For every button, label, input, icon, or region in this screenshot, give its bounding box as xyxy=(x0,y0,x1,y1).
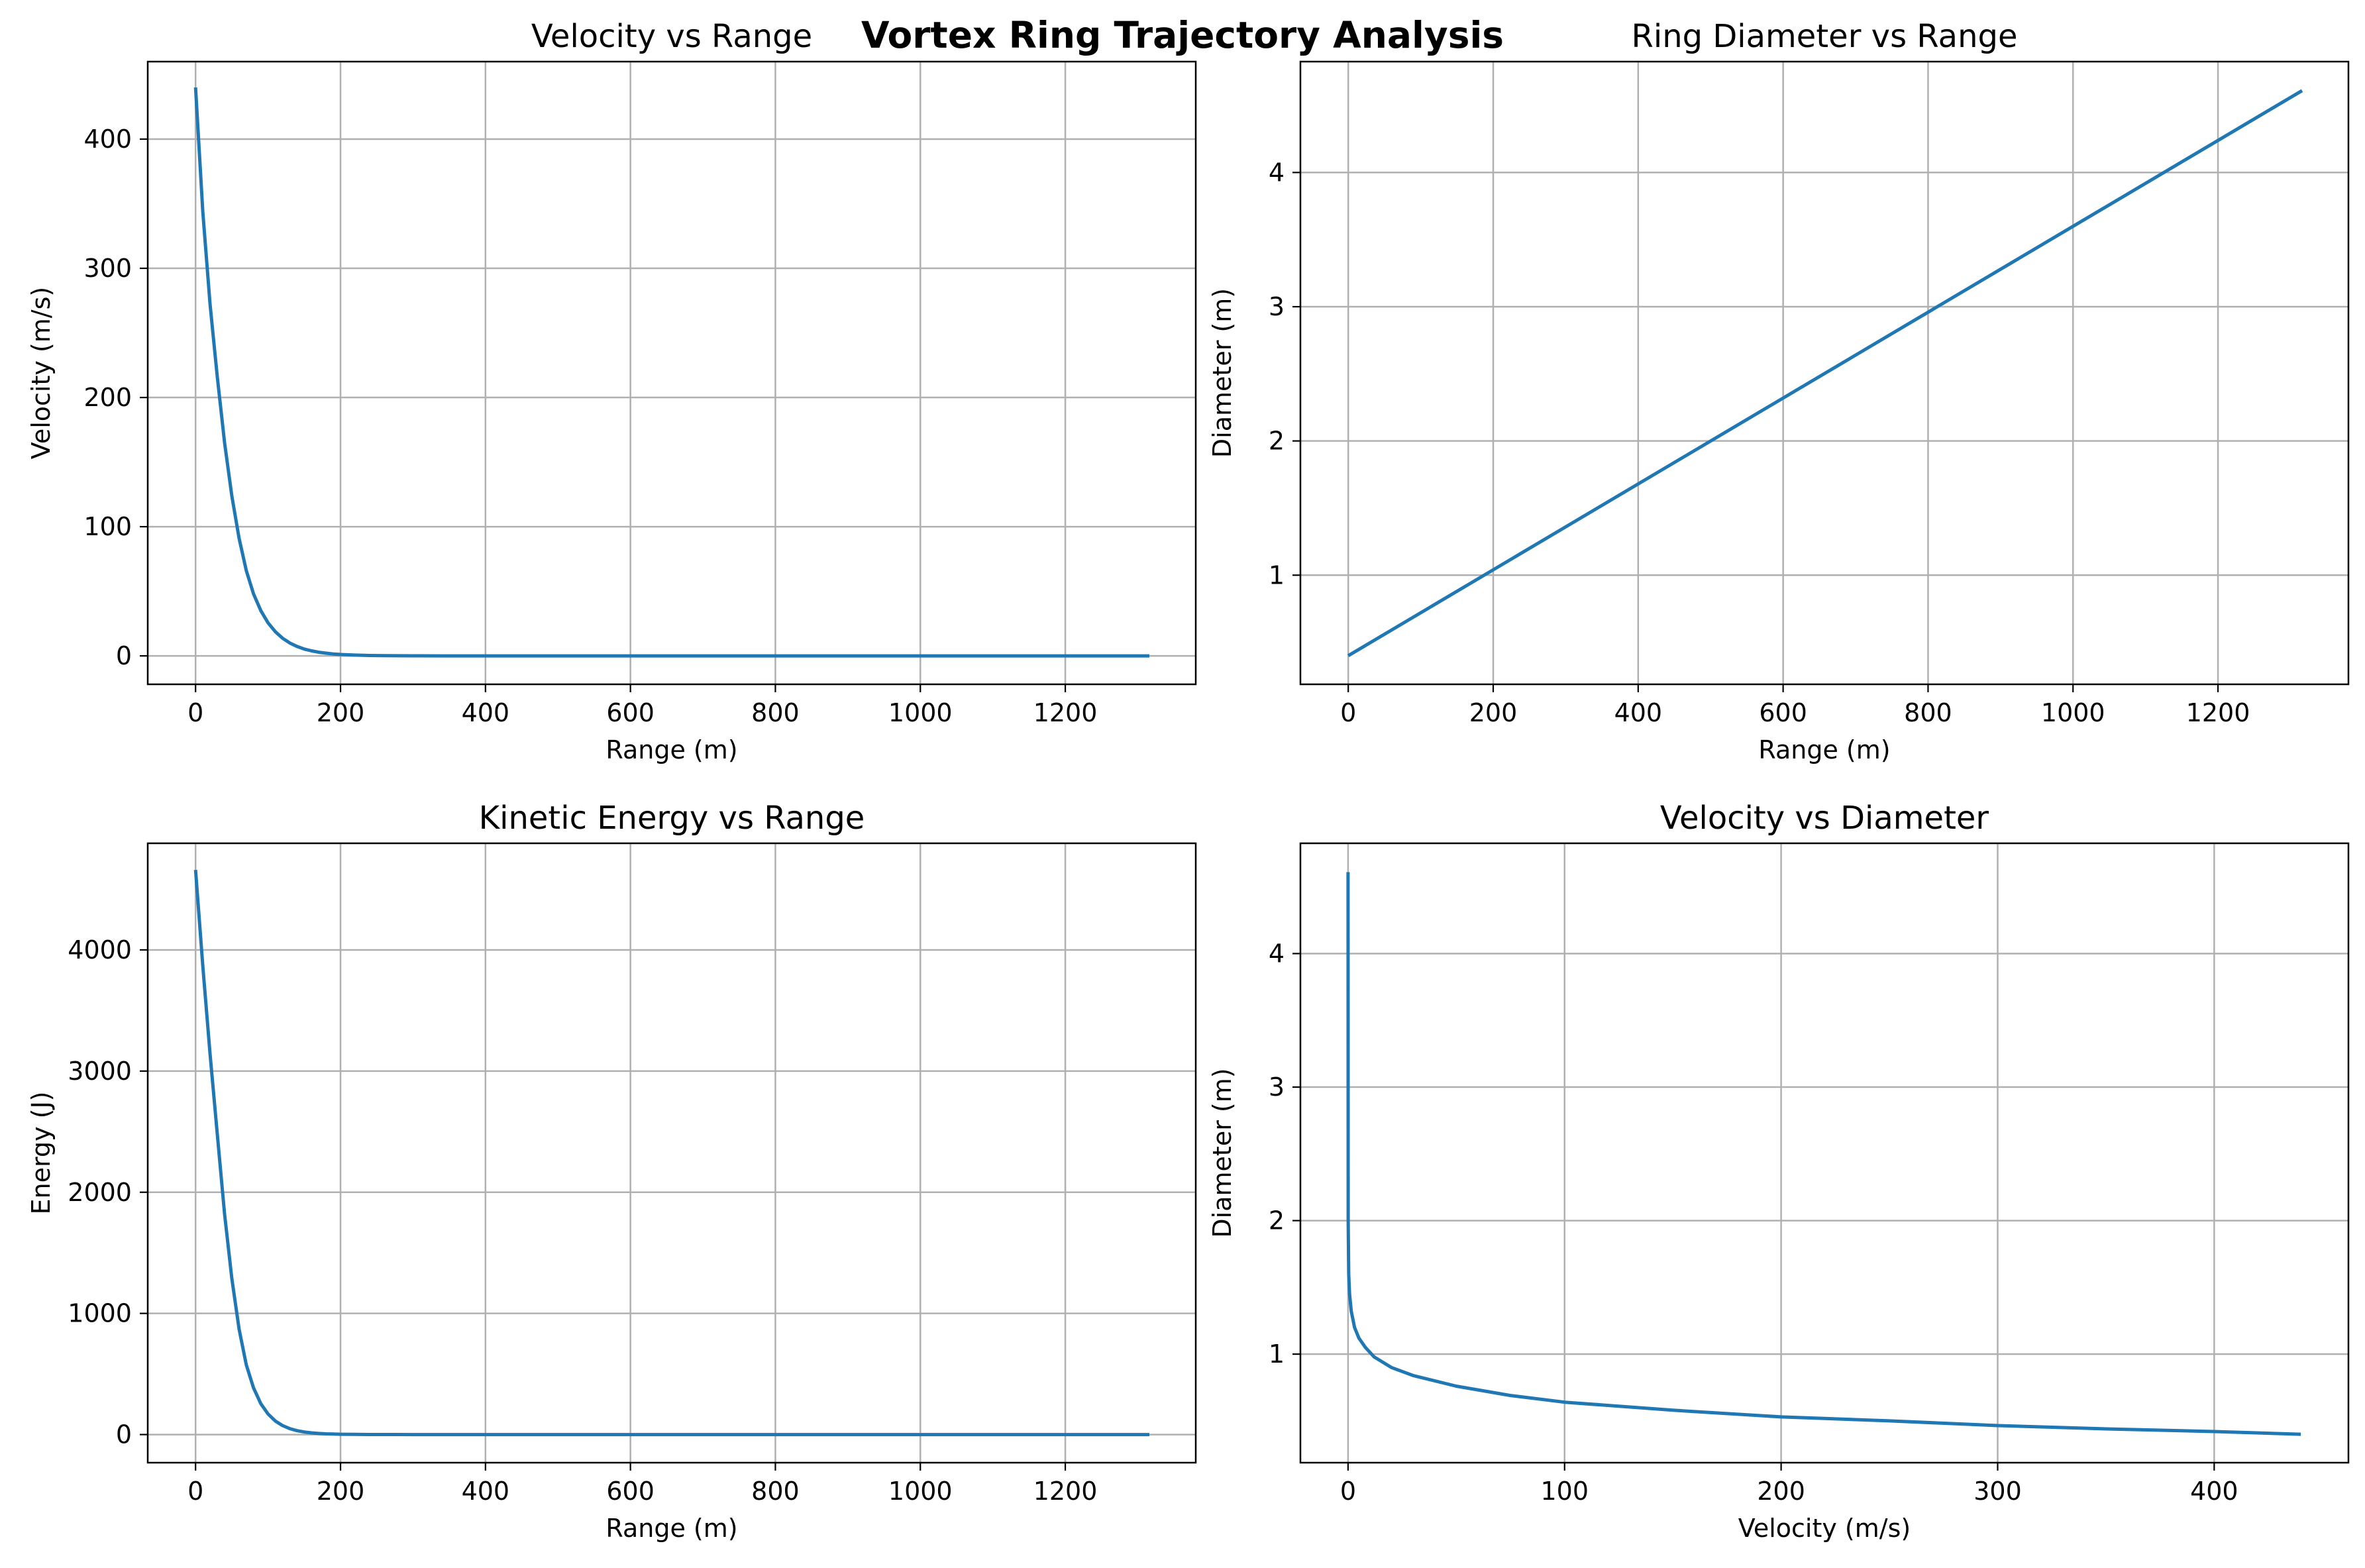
velocity-range-x-tick-label: 200 xyxy=(317,698,365,727)
energy-range-axes-frame xyxy=(146,842,1197,1464)
velocity-range-x-tick-label: 600 xyxy=(606,698,655,727)
energy-range-x-tick-label: 1000 xyxy=(888,1477,953,1506)
velocity-diameter-axes-frame xyxy=(1299,842,2350,1464)
velocity-range-title: Velocity vs Range xyxy=(531,18,812,55)
diameter-range-x-tick-label: 0 xyxy=(1340,698,1356,727)
diameter-range-x-tick-label: 1200 xyxy=(2186,698,2250,727)
velocity-range-series-line xyxy=(193,87,1149,658)
velocity-range-y-tick-label: 400 xyxy=(83,125,132,154)
energy-range-x-tick-label: 0 xyxy=(187,1477,203,1506)
energy-range-y-tick-label: 2000 xyxy=(68,1178,132,1207)
velocity-range-x-tick-label: 1000 xyxy=(888,698,953,727)
diameter-range-x-tick-label: 600 xyxy=(1759,698,1807,727)
velocity-range-chart: 0 200 400 600 800 1000 1200 0 100 200 300 400 Veloci… xyxy=(26,18,1197,764)
energy-range-x-tick-label: 600 xyxy=(606,1477,655,1506)
diameter-range-x-tick-label: 800 xyxy=(1904,698,1952,727)
velocity-diameter-y-tick-label: 4 xyxy=(1269,939,1285,968)
velocity-range-axes-frame xyxy=(146,60,1197,686)
diameter-range-x-tick-label: 200 xyxy=(1469,698,1518,727)
diameter-range-axes-frame xyxy=(1299,60,2350,686)
axes-layer: 0 200 400 600 800 1000 12000100200300400Veloci… xyxy=(26,18,2350,1543)
velocity-diameter-y-axis-label: Diameter (m) xyxy=(1208,1068,1237,1237)
velocity-range-x-tick-label: 400 xyxy=(462,698,510,727)
energy-range-x-tick-label: 1200 xyxy=(1033,1477,1098,1506)
energy-range-y-tick-label: 0 xyxy=(116,1420,132,1449)
velocity-range-y-tick-label: 0 xyxy=(116,641,132,670)
velocity-diameter-x-tick-label: 100 xyxy=(1541,1477,1589,1506)
velocity-range-x-tick-label: 1200 xyxy=(1033,698,1098,727)
energy-range-x-tick-label: 200 xyxy=(317,1477,365,1506)
energy-range-y-tick-label: 3000 xyxy=(68,1057,132,1086)
diameter-range-x-tick-label: 1000 xyxy=(2041,698,2105,727)
diameter-range-y-tick-label: 2 xyxy=(1269,427,1285,456)
energy-range-x-axis-label: Range (m) xyxy=(605,1514,737,1543)
diameter-range-y-axis-label: Diameter (m) xyxy=(1208,288,1237,458)
velocity-diameter-y-tick-label: 1 xyxy=(1269,1339,1285,1369)
energy-range-chart: 0 200 400 600 800 1000 1200 0 1000 2000 3000 4000 Ki… xyxy=(26,800,1197,1543)
diameter-range-y-tick-label: 4 xyxy=(1269,158,1285,187)
velocity-range-y-tick-label: 300 xyxy=(83,254,132,283)
velocity-range-x-tick-label: 0 xyxy=(187,698,203,727)
energy-range-y-tick-label: 4000 xyxy=(68,935,132,965)
velocity-diameter-x-tick-label: 0 xyxy=(1340,1477,1356,1506)
velocity-range-x-tick-label: 800 xyxy=(751,698,800,727)
velocity-diameter-y-tick-label: 2 xyxy=(1269,1206,1285,1235)
diameter-range-title: Ring Diameter vs Range xyxy=(1632,18,2018,55)
energy-range-y-tick-label: 1000 xyxy=(68,1299,132,1328)
diameter-range-x-tick-label: 400 xyxy=(1614,698,1663,727)
velocity-range-y-tick-label: 200 xyxy=(83,383,132,412)
velocity-diameter-x-tick-label: 400 xyxy=(2190,1477,2238,1506)
velocity-diameter-x-tick-label: 200 xyxy=(1757,1477,1805,1506)
energy-range-x-tick-label: 400 xyxy=(462,1477,510,1506)
energy-range-title: Kinetic Energy vs Range xyxy=(479,800,865,837)
velocity-diameter-series-line xyxy=(1346,872,2301,1436)
energy-range-series-line xyxy=(193,870,1149,1437)
diameter-range-y-tick-label: 3 xyxy=(1269,292,1285,321)
diameter-range-chart: 0 200 400 600 800 1000 1200 1 2 3 4 Ring Diameter v… xyxy=(1208,18,2350,764)
diameter-range-series-line xyxy=(1347,89,2303,657)
velocity-diameter-title: Velocity vs Diameter xyxy=(1660,800,1989,837)
diameter-range-y-tick-label: 1 xyxy=(1269,560,1285,590)
velocity-diameter-x-axis-label: Velocity (m/s) xyxy=(1738,1514,1911,1543)
diameter-range-x-axis-label: Range (m) xyxy=(1758,735,1890,764)
figure-title: Vortex Ring Trajectory Analysis xyxy=(861,14,1504,56)
energy-range-y-axis-label: Energy (J) xyxy=(26,1092,56,1215)
velocity-range-y-tick-label: 100 xyxy=(83,512,132,541)
velocity-diameter-x-tick-label: 300 xyxy=(1973,1477,2022,1506)
energy-range-x-tick-label: 800 xyxy=(751,1477,800,1506)
velocity-diameter-chart: 0 100 200 300 400 1 2 3 4 Velocity vs Diameter Vel… xyxy=(1208,800,2350,1543)
velocity-diameter-y-tick-label: 3 xyxy=(1269,1072,1285,1102)
velocity-range-y-axis-label: Velocity (m/s) xyxy=(26,287,56,459)
velocity-range-x-axis-label: Range (m) xyxy=(605,735,737,764)
